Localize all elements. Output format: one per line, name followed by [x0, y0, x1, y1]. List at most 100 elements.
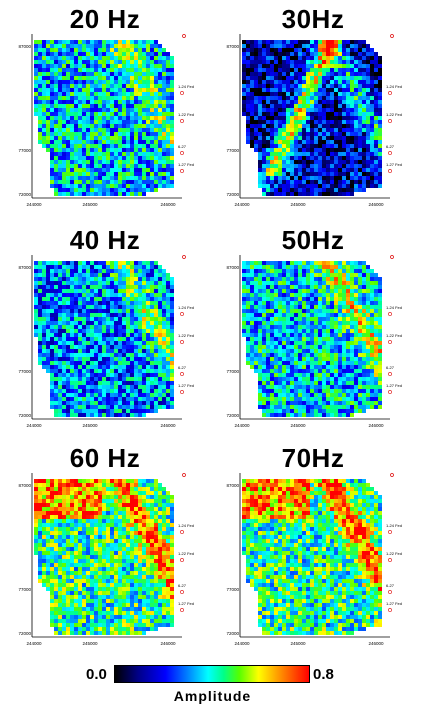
- x-tick-label: 244000: [26, 423, 42, 428]
- heatmap-cells: [242, 261, 382, 417]
- well-label: 1-22 Fed: [178, 551, 194, 556]
- amplitude-map: 87000 77000 72000 244000 245000 246000 1-24 Fe…: [18, 473, 194, 646]
- well-marker: [388, 91, 392, 95]
- heatmap-cells: [34, 40, 174, 196]
- panel-title: 60 Hz: [69, 443, 141, 473]
- y-tick-label: 87000: [226, 483, 239, 488]
- well-marker: [180, 558, 184, 562]
- y-tick-label: 87000: [226, 44, 239, 49]
- colorbar-gradient: [114, 665, 310, 683]
- x-tick-label: 246000: [160, 423, 176, 428]
- y-tick-label: 77000: [18, 587, 31, 592]
- well-label: 1-22 Fed: [386, 551, 402, 556]
- amplitude-map: 87000 77000 72000 244000 245000 246000 1-24 Fe…: [226, 473, 402, 646]
- well-label: 1-22 Fed: [386, 333, 402, 338]
- well-marker: [388, 390, 392, 394]
- x-tick-label: 244000: [26, 641, 42, 646]
- heatmap-cells: [34, 261, 174, 417]
- well-marker: [388, 558, 392, 562]
- x-tick-label: 245000: [290, 202, 306, 207]
- well-marker: [180, 91, 184, 95]
- panel-title: 50Hz: [281, 225, 345, 255]
- well-label: 1-24 Fed: [386, 523, 402, 528]
- well-marker: [180, 119, 184, 123]
- x-tick-label: 244000: [26, 202, 42, 207]
- panel-50hz: 50Hz 87000 77000 72000 244000 245000 246000 1-…: [218, 225, 418, 440]
- amplitude-map: 87000 77000 72000 244000 245000 246000 1-24 Fe…: [226, 255, 402, 428]
- well-marker: [180, 390, 184, 394]
- y-tick-label: 72000: [18, 192, 31, 197]
- well-marker: [180, 312, 184, 316]
- x-tick-label: 245000: [82, 423, 98, 428]
- x-tick-label: 245000: [290, 641, 306, 646]
- well-label: 1-27 Fed: [386, 601, 402, 606]
- y-tick-label: 87000: [18, 483, 31, 488]
- x-tick-label: 245000: [82, 641, 98, 646]
- colorbar-min-label: 0.0: [86, 666, 107, 683]
- well-marker: [388, 608, 392, 612]
- panel-title: 70Hz: [281, 443, 345, 473]
- well-marker: [388, 372, 392, 376]
- well-label: 6-27: [178, 144, 187, 149]
- x-tick-label: 244000: [234, 202, 250, 207]
- well-label: 1-22 Fed: [178, 112, 194, 117]
- y-tick-label: 72000: [226, 413, 239, 418]
- amplitude-map: 87000 77000 72000 244000 245000 246000 1-24 Fe…: [18, 255, 194, 428]
- well-marker: [180, 151, 184, 155]
- well-label: 1-24 Fed: [178, 523, 194, 528]
- x-tick-label: 246000: [368, 641, 384, 646]
- well-label: 1-22 Fed: [178, 333, 194, 338]
- well-marker: [180, 372, 184, 376]
- y-tick-label: 77000: [226, 148, 239, 153]
- y-tick-label: 87000: [226, 265, 239, 270]
- panel-60hz: 60 Hz 87000 77000 72000 244000 245000 246000 1…: [10, 443, 210, 658]
- amplitude-map: 87000 77000 72000 244000 245000 246000 1-24 Fe…: [18, 34, 194, 207]
- x-tick-label: 244000: [234, 423, 250, 428]
- well-label: 6-27: [386, 583, 395, 588]
- well-label: 1-27 Fed: [178, 601, 194, 606]
- y-tick-label: 72000: [226, 631, 239, 636]
- well-label: 6-27: [178, 583, 187, 588]
- well-marker: [390, 34, 394, 38]
- well-label: 6-27: [178, 365, 187, 370]
- well-marker: [388, 530, 392, 534]
- panel-40hz: 40 Hz 87000 77000 72000 244000 245000 246000 1…: [10, 225, 210, 440]
- well-marker: [388, 169, 392, 173]
- well-label: 1-24 Fed: [386, 84, 402, 89]
- panel-title: 40 Hz: [69, 225, 141, 255]
- y-tick-label: 87000: [18, 44, 31, 49]
- panel-20hz: 20 Hz 87000 77000 72000 244000 245000 246000 1…: [10, 4, 210, 219]
- panel-title: 20 Hz: [69, 4, 141, 34]
- heatmap-cells: [34, 479, 174, 635]
- well-label: 1-27 Fed: [386, 383, 402, 388]
- well-label: 1-22 Fed: [386, 112, 402, 117]
- heatmap-cells: [242, 479, 382, 635]
- well-marker: [182, 473, 186, 477]
- y-tick-label: 72000: [226, 192, 239, 197]
- panel-title: 30Hz: [281, 4, 345, 34]
- panel-30hz: 30Hz 87000 77000 72000 244000 245000 246000 1-…: [218, 4, 418, 219]
- well-marker: [182, 255, 186, 259]
- x-tick-label: 245000: [290, 423, 306, 428]
- well-marker: [180, 590, 184, 594]
- well-label: 1-24 Fed: [178, 305, 194, 310]
- well-marker: [390, 473, 394, 477]
- panel-70hz: 70Hz 87000 77000 72000 244000 245000 246000 1-…: [218, 443, 418, 658]
- well-marker: [388, 151, 392, 155]
- well-label: 6-27: [386, 365, 395, 370]
- well-label: 6-27: [386, 144, 395, 149]
- well-label: 1-27 Fed: [178, 162, 194, 167]
- well-marker: [180, 530, 184, 534]
- well-label: 1-24 Fed: [386, 305, 402, 310]
- well-label: 1-27 Fed: [386, 162, 402, 167]
- heatmap-cells: [242, 40, 382, 196]
- well-marker: [180, 169, 184, 173]
- well-marker: [180, 340, 184, 344]
- y-tick-label: 77000: [18, 148, 31, 153]
- colorbar-title: Amplitude: [173, 688, 252, 704]
- y-tick-label: 87000: [18, 265, 31, 270]
- x-tick-label: 246000: [368, 202, 384, 207]
- x-tick-label: 246000: [160, 641, 176, 646]
- well-label: 1-27 Fed: [178, 383, 194, 388]
- well-marker: [180, 608, 184, 612]
